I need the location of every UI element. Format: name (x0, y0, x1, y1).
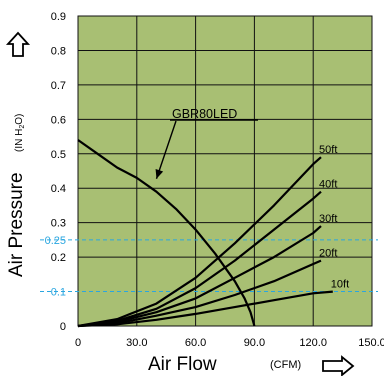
y-tick-labels: 0 0.2 0.3 0.4 0.5 0.6 0.7 0.8 0.9 (51, 11, 66, 333)
y-tick-label: 0.6 (51, 114, 66, 126)
series-label: 20ft (319, 248, 337, 260)
annotation: GBR80LED (155, 107, 258, 180)
y-tick-label: 0.2 (51, 252, 66, 264)
reference-line-label: 0.1 (51, 287, 66, 299)
x-tick-label: 120.0 (299, 337, 327, 349)
y-tick-label: 0.7 (51, 80, 66, 92)
up-arrow-icon (5, 31, 31, 57)
series-line-40ft (77, 190, 322, 328)
series-label: 40ft (319, 179, 337, 191)
grid (77, 15, 373, 327)
series-label: 10ft (331, 279, 349, 291)
annotation-label: GBR80LED (172, 107, 237, 121)
series-label: 50ft (319, 144, 337, 156)
x-tick-labels: 0 30.0 60.0 90.0 120.0 150.0 (75, 337, 384, 349)
y-tick-label: 0.3 (51, 218, 66, 230)
annotation-arrowhead (155, 168, 164, 179)
y-tick-label: 0.9 (51, 11, 66, 23)
y-tick-label: 0 (60, 321, 66, 333)
annotation-leader (155, 120, 177, 180)
y-axis-label: Air Pressure (6, 172, 27, 277)
y-tick-label: 0.5 (51, 149, 66, 161)
x-tick-label: 90.0 (244, 337, 265, 349)
y-tick-label: 0.8 (51, 45, 66, 57)
y-axis-unit: (IN H2O) (14, 114, 26, 152)
x-tick-label: 30.0 (126, 337, 147, 349)
x-tick-label: 150.0 (358, 337, 384, 349)
series-curves: 50ft 40ft 30ft 20ft 10ft (77, 139, 349, 328)
series-line-20ft (77, 259, 322, 328)
series-line-gbr80led (77, 139, 256, 327)
series-line-50ft (77, 156, 322, 328)
plot-area (77, 15, 373, 327)
x-axis-label: Air Flow (148, 354, 217, 375)
x-tick-label: 60.0 (185, 337, 206, 349)
series-line-30ft (77, 225, 322, 328)
reference-line-label: 0.25 (45, 235, 66, 247)
series-label: 30ft (319, 213, 337, 225)
x-axis-unit: (CFM) (270, 359, 301, 371)
right-arrow-icon (322, 355, 355, 377)
y-tick-label: 0.4 (51, 183, 66, 195)
series-line-10ft (77, 290, 333, 328)
x-tick-label: 0 (75, 337, 81, 349)
